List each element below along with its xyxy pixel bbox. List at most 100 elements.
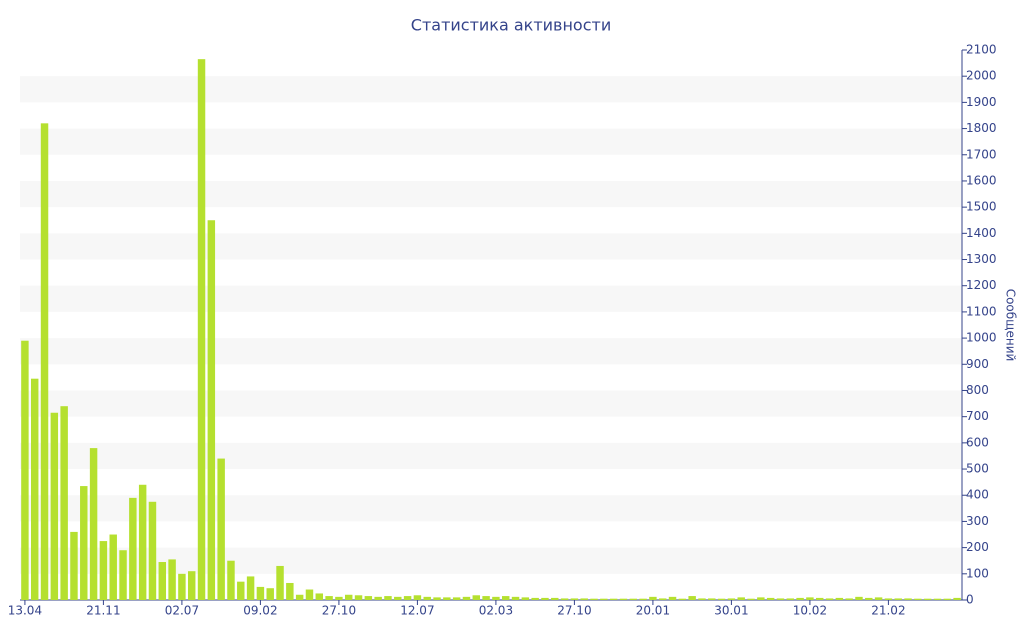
grid-band [20, 233, 962, 260]
y-axis-label: Сообщений [1004, 289, 1018, 362]
y-tick-label: 1100 [966, 304, 997, 318]
bar [639, 598, 647, 600]
bar [354, 595, 363, 600]
grid-band [20, 128, 962, 155]
x-tick-label: 21.11 [86, 604, 120, 618]
bar [423, 596, 431, 600]
bar [776, 598, 785, 600]
bar [158, 562, 167, 600]
y-tick-label: 200 [966, 540, 989, 554]
x-tick-label: 27.10 [322, 604, 356, 618]
x-tick-label: 02.07 [165, 604, 199, 618]
bar [796, 597, 804, 600]
bar [521, 597, 530, 600]
y-tick-label: 500 [966, 462, 989, 476]
bar [717, 598, 726, 600]
y-tick-label: 1400 [966, 226, 997, 240]
bar [119, 550, 127, 600]
bar [374, 596, 382, 600]
bar [904, 598, 912, 600]
bar [286, 582, 294, 600]
bar [737, 597, 745, 600]
bar [590, 598, 598, 600]
bar [747, 598, 755, 600]
bar [727, 598, 736, 600]
bar [600, 598, 608, 600]
x-tick-label: 13.04 [8, 604, 42, 618]
bar [786, 598, 795, 600]
x-tick-label: 27.10 [557, 604, 591, 618]
bar [148, 501, 157, 600]
bar [30, 378, 39, 600]
bar [80, 486, 88, 600]
bar [40, 123, 49, 600]
bar [698, 598, 706, 600]
y-tick-label: 1200 [966, 278, 997, 292]
y-tick-label: 300 [966, 514, 989, 528]
bar [923, 598, 932, 600]
bar [815, 597, 824, 600]
bar [89, 448, 98, 600]
grid-band [20, 76, 962, 103]
bar [619, 598, 628, 600]
bar [129, 497, 137, 600]
x-tick-label: 02.03 [479, 604, 513, 618]
bar [708, 598, 716, 600]
y-tick-label: 1800 [966, 121, 997, 135]
bar [335, 596, 343, 600]
bar [344, 594, 353, 600]
bar [688, 596, 696, 600]
y-tick-label: 2000 [966, 69, 997, 83]
bar [884, 598, 893, 600]
bar [197, 59, 206, 600]
chart-title: Статистика активности [411, 16, 611, 35]
y-tick-label: 1900 [966, 95, 997, 109]
bar [394, 596, 402, 600]
bar [187, 571, 196, 600]
y-tick-label: 600 [966, 435, 989, 449]
bar [914, 598, 922, 600]
bar [60, 406, 68, 600]
bar [845, 598, 853, 600]
x-tick-label: 10.02 [793, 604, 827, 618]
bar [246, 576, 255, 600]
grid-band [20, 180, 962, 208]
y-tick-label: 700 [966, 409, 989, 423]
y-tick-label: 400 [966, 488, 989, 502]
bar [501, 596, 510, 600]
bar [305, 589, 314, 600]
bar [933, 598, 942, 600]
grid-band [20, 338, 962, 365]
bar [227, 560, 235, 600]
y-tick-label: 800 [966, 383, 989, 397]
bar [766, 597, 775, 600]
bar [835, 597, 844, 600]
bar [658, 598, 667, 600]
y-tick-label: 0 [966, 593, 974, 607]
bar [511, 596, 520, 600]
x-tick-label: 30.01 [714, 604, 748, 618]
grid-band [20, 547, 962, 574]
bar [99, 541, 108, 600]
x-tick-label: 20.01 [636, 604, 670, 618]
bar [168, 559, 176, 600]
x-tick-label: 12.07 [400, 604, 434, 618]
bar [443, 597, 451, 600]
bar [384, 596, 392, 600]
bar [237, 581, 245, 600]
bar [894, 598, 902, 600]
bar [295, 594, 304, 600]
bar [629, 598, 638, 600]
bar [570, 598, 579, 600]
bar [943, 598, 952, 600]
bar [70, 531, 78, 600]
y-tick-label: 100 [966, 566, 989, 580]
bar [649, 596, 657, 600]
bar [109, 534, 117, 600]
bar [492, 596, 500, 600]
bar [207, 220, 216, 600]
bar [953, 597, 961, 600]
bar [668, 596, 677, 600]
bar [865, 597, 873, 600]
